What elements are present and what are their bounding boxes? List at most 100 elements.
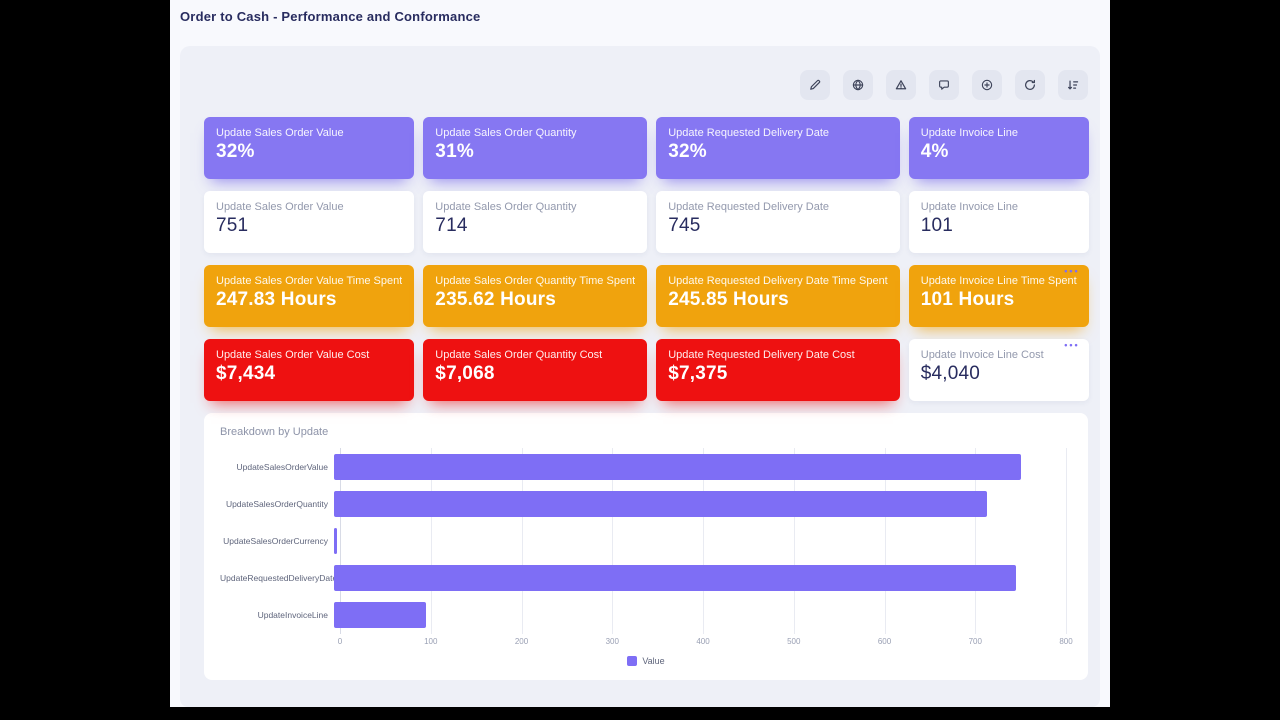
chart-bar[interactable] bbox=[334, 527, 337, 554]
gridlines bbox=[340, 448, 1067, 634]
kpi-card[interactable]: Update Sales Order Value Time Spent 247.… bbox=[204, 265, 415, 327]
chart-bar[interactable] bbox=[334, 565, 1016, 592]
chart-row: UpdateSalesOrderQuantity bbox=[220, 490, 1072, 517]
kpi-card-value: 32% bbox=[668, 141, 707, 162]
gridline bbox=[793, 448, 795, 634]
chart-row: UpdateRequestedDeliveryDate bbox=[220, 565, 1072, 592]
kpi-card-label: Update Requested Delivery Date bbox=[668, 127, 830, 139]
edit-button[interactable] bbox=[800, 70, 830, 100]
kpi-card-label: Update Invoice Line Time Spent bbox=[920, 275, 1077, 287]
kpi-card-label: Update Requested Delivery Date Cost bbox=[668, 349, 855, 361]
gridline bbox=[1066, 448, 1067, 634]
refresh-icon bbox=[1023, 78, 1037, 92]
kpi-card-label: Update Sales Order Value bbox=[216, 127, 344, 139]
plus-circle-icon bbox=[980, 78, 994, 92]
chart-bar-track bbox=[334, 527, 1066, 554]
kpi-card-value: $4,040 bbox=[920, 363, 981, 384]
chart-bar[interactable] bbox=[334, 602, 427, 629]
dashboard: Order to Cash - Performance and Conforma… bbox=[170, 0, 1110, 707]
kpi-card[interactable]: Update Requested Delivery Date Cost $7,3… bbox=[656, 339, 900, 401]
kpi-card-value: 751 bbox=[216, 215, 249, 236]
card-options-button[interactable]: ••• bbox=[1064, 340, 1079, 350]
kpi-card-label: Update Requested Delivery Date Time Spen… bbox=[668, 275, 888, 287]
kpi-card-value: 32% bbox=[216, 141, 255, 162]
globe-button[interactable] bbox=[843, 70, 873, 100]
add-button[interactable] bbox=[972, 70, 1002, 100]
toolbar bbox=[204, 70, 1088, 100]
kpi-card[interactable]: Update Sales Order Quantity 31% bbox=[423, 117, 648, 179]
kpi-card-label: Update Sales Order Quantity Time Spent bbox=[435, 275, 636, 287]
comment-button[interactable] bbox=[929, 70, 959, 100]
x-tick-label: 600 bbox=[877, 637, 892, 646]
chart-bar-track bbox=[334, 602, 1066, 629]
kpi-card-value: 31% bbox=[435, 141, 474, 162]
chart-category-label: UpdateSalesOrderValue bbox=[236, 461, 328, 472]
card-options-button[interactable]: ••• bbox=[1064, 266, 1079, 276]
kpi-card-value: $7,068 bbox=[435, 363, 495, 384]
chart-category-label: UpdateSalesOrderCurrency bbox=[223, 535, 328, 546]
page-title: Order to Cash - Performance and Conforma… bbox=[180, 9, 481, 24]
gridline bbox=[340, 448, 341, 634]
chart-bar[interactable] bbox=[334, 490, 988, 517]
x-tick-label: 0 bbox=[337, 637, 343, 646]
sort-button[interactable] bbox=[1058, 70, 1088, 100]
chart-bar-track bbox=[334, 565, 1066, 592]
kpi-card-label: Update Sales Order Quantity bbox=[435, 127, 577, 139]
gridline bbox=[430, 448, 432, 634]
kpi-card-label: Update Sales Order Quantity bbox=[435, 201, 577, 213]
ellipsis-icon: ••• bbox=[1064, 340, 1080, 350]
chart-row: UpdateInvoiceLine bbox=[220, 602, 1072, 629]
kpi-card[interactable]: Update Sales Order Quantity Time Spent 2… bbox=[423, 265, 648, 327]
chart-rows: UpdateSalesOrderValue UpdateSalesOrderQua… bbox=[220, 448, 1072, 634]
warning-icon bbox=[894, 78, 908, 92]
gridline bbox=[612, 448, 614, 634]
chart-row: UpdateSalesOrderValue bbox=[220, 453, 1072, 480]
comment-icon bbox=[937, 78, 951, 92]
x-tick-label: 300 bbox=[605, 637, 619, 646]
warning-button[interactable] bbox=[886, 70, 916, 100]
refresh-button[interactable] bbox=[1015, 70, 1045, 100]
chart-category-label: UpdateRequestedDeliveryDate bbox=[220, 573, 334, 584]
kpi-card[interactable]: Update Invoice Line 4% bbox=[908, 117, 1089, 179]
kpi-card-value: $7,434 bbox=[216, 363, 276, 384]
kpi-card[interactable]: ••• Update Invoice Line Time Spent 101 H… bbox=[908, 265, 1089, 327]
kpi-card[interactable]: Update Requested Delivery Date Time Spen… bbox=[656, 265, 900, 327]
kpi-card[interactable]: Update Sales Order Quantity 714 bbox=[423, 191, 648, 253]
kpi-card-label: Update Invoice Line bbox=[920, 127, 1018, 139]
chart-card: Breakdown by Update UpdateSalesOrderValu… bbox=[204, 413, 1088, 680]
gridline bbox=[975, 448, 977, 634]
chart-title: Breakdown by Update bbox=[220, 426, 329, 438]
kpi-card-value: 245.85 Hours bbox=[668, 289, 789, 310]
x-tick-label: 100 bbox=[424, 637, 438, 646]
kpi-card-value: 247.83 Hours bbox=[216, 289, 337, 310]
kpi-card[interactable]: Update Sales Order Quantity Cost $7,068 bbox=[423, 339, 648, 401]
kpi-card[interactable]: Update Requested Delivery Date 32% bbox=[656, 117, 900, 179]
kpi-card-label: Update Invoice Line Cost bbox=[920, 349, 1044, 361]
chart-row: UpdateSalesOrderCurrency bbox=[220, 527, 1072, 554]
kpi-card[interactable]: Update Sales Order Value 32% bbox=[204, 117, 415, 179]
chart-category-label: UpdateSalesOrderQuantity bbox=[225, 498, 328, 509]
kpi-card-label: Update Sales Order Value bbox=[216, 201, 344, 213]
kpi-card-value: 714 bbox=[435, 215, 468, 236]
pencil-icon bbox=[808, 78, 822, 92]
x-tick-label: 200 bbox=[514, 637, 529, 646]
kpi-card[interactable]: Update Sales Order Value Cost $7,434 bbox=[204, 339, 415, 401]
kpi-card-label: Update Requested Delivery Date bbox=[668, 201, 830, 213]
chart-bar-track bbox=[334, 453, 1066, 480]
x-tick-label: 400 bbox=[696, 637, 710, 646]
kpi-card-label: Update Sales Order Quantity Cost bbox=[435, 349, 603, 361]
legend-label: Value bbox=[642, 656, 665, 666]
kpi-card-value: 4% bbox=[920, 141, 949, 162]
kpi-card[interactable]: Update Invoice Line 101 bbox=[908, 191, 1089, 253]
kpi-card-label: Update Sales Order Value Cost bbox=[216, 349, 370, 361]
kpi-card-value: 235.62 Hours bbox=[435, 289, 556, 310]
chart-legend: Value bbox=[220, 652, 1072, 670]
kpi-card[interactable]: Update Sales Order Value 751 bbox=[204, 191, 415, 253]
x-axis: 0 100 200 300 400 500 600 700 800 bbox=[337, 637, 1073, 650]
sort-icon bbox=[1066, 78, 1080, 92]
x-tick-label: 800 bbox=[1059, 637, 1073, 646]
kpi-card[interactable]: ••• Update Invoice Line Cost $4,040 bbox=[908, 339, 1089, 401]
kpi-card[interactable]: Update Requested Delivery Date 745 bbox=[656, 191, 900, 253]
chart-bar[interactable] bbox=[334, 453, 1022, 480]
